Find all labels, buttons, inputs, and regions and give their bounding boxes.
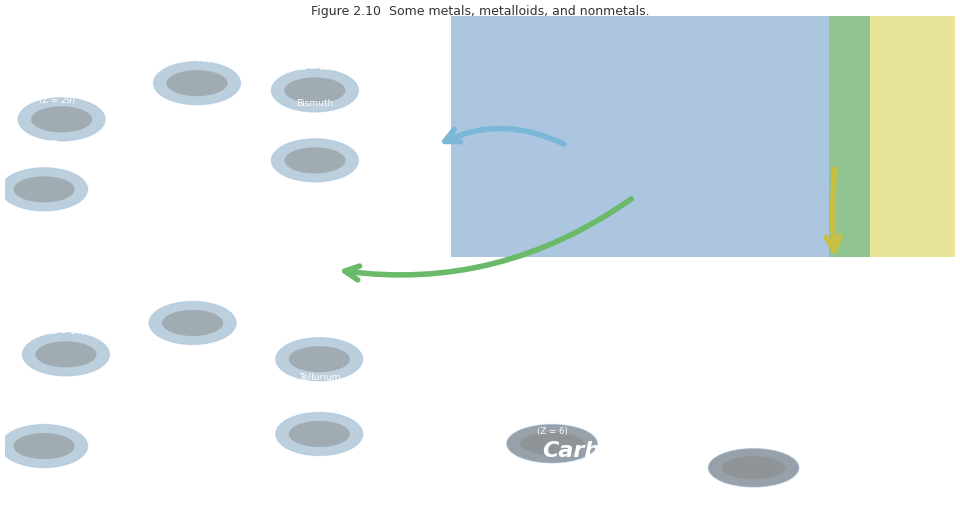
Text: (Z = 48): (Z = 48) (175, 56, 211, 64)
Ellipse shape (162, 310, 224, 336)
Bar (501, 197, 829, 257)
Ellipse shape (276, 337, 363, 381)
Ellipse shape (0, 425, 87, 468)
Bar (870, 76, 915, 136)
Ellipse shape (272, 139, 359, 182)
Text: Silicon: Silicon (18, 287, 107, 311)
Ellipse shape (289, 346, 349, 372)
Text: (Z = 83): (Z = 83) (297, 120, 333, 130)
Text: Bromine: Bromine (804, 272, 909, 292)
Text: (Z = 14): (Z = 14) (48, 326, 84, 336)
Bar (829, 76, 870, 136)
Bar (501, 16, 829, 136)
Ellipse shape (13, 433, 75, 459)
Ellipse shape (289, 421, 349, 447)
Text: Chromium: Chromium (18, 228, 155, 252)
Ellipse shape (284, 147, 346, 173)
Ellipse shape (36, 342, 97, 367)
Ellipse shape (166, 70, 228, 96)
Ellipse shape (0, 168, 87, 211)
Bar (915, 76, 955, 136)
Text: (Z = 82): (Z = 82) (297, 63, 333, 72)
Text: Bismuth: Bismuth (250, 228, 359, 252)
Text: Chlorine: Chlorine (624, 293, 661, 303)
Bar (829, 16, 870, 76)
Bar (870, 16, 955, 76)
Ellipse shape (708, 448, 799, 487)
Text: Iodine: Iodine (814, 351, 892, 372)
Text: Sulfur: Sulfur (589, 339, 615, 348)
Bar (451, 76, 501, 136)
Bar (829, 136, 870, 197)
Ellipse shape (722, 456, 785, 480)
Ellipse shape (31, 106, 92, 132)
Text: Copper: Copper (18, 23, 113, 47)
Text: Carbon: Carbon (536, 392, 568, 401)
Text: (Z = 17): (Z = 17) (625, 315, 660, 323)
Text: Arsenic: Arsenic (176, 272, 209, 281)
Text: (Z = 16): (Z = 16) (585, 360, 620, 370)
Text: Lead: Lead (304, 42, 325, 50)
Text: (graphite): (graphite) (531, 414, 573, 422)
Text: (Z = 24): (Z = 24) (17, 159, 54, 168)
Ellipse shape (149, 301, 236, 345)
Ellipse shape (22, 333, 109, 376)
Bar (451, 197, 501, 257)
Text: Antimony: Antimony (298, 306, 341, 315)
Text: (Z = 5): (Z = 5) (20, 406, 51, 415)
Text: (Z = 29): (Z = 29) (39, 97, 75, 105)
Text: (Z = 33): (Z = 33) (175, 293, 211, 302)
Text: Carbon
(graphite): Carbon (graphite) (541, 441, 669, 485)
Bar (915, 197, 955, 257)
Bar (501, 136, 829, 197)
Ellipse shape (507, 425, 597, 463)
Text: Copper: Copper (41, 75, 74, 85)
Text: Silicon: Silicon (51, 306, 81, 315)
Ellipse shape (520, 432, 584, 455)
Text: (Z = 6): (Z = 6) (537, 427, 567, 436)
Ellipse shape (18, 98, 106, 141)
Text: Bismuth: Bismuth (297, 100, 333, 108)
Text: Boron: Boron (18, 482, 97, 507)
Ellipse shape (154, 61, 241, 105)
Ellipse shape (276, 412, 363, 456)
Text: Bromine: Bromine (855, 293, 894, 303)
Text: Arsenic: Arsenic (154, 268, 228, 286)
Text: Figure 2.10  Some metals, metalloids, and nonmetals.: Figure 2.10 Some metals, metalloids, and… (311, 5, 649, 18)
Text: Iodine: Iodine (860, 363, 889, 373)
Ellipse shape (284, 77, 346, 103)
Text: Chromium: Chromium (12, 138, 59, 147)
Text: Tellurium: Tellurium (232, 482, 355, 507)
Text: (Z = 51): (Z = 51) (301, 326, 337, 336)
Bar (915, 136, 955, 197)
Text: Cadmium: Cadmium (154, 20, 277, 45)
Bar (870, 197, 915, 257)
Bar (451, 136, 501, 197)
Text: Cadmium: Cadmium (171, 34, 214, 43)
Text: Tellurium: Tellurium (299, 373, 340, 382)
Text: Lead: Lead (298, 20, 361, 45)
Text: Antimony: Antimony (232, 287, 360, 311)
Ellipse shape (272, 69, 359, 112)
Text: Boron: Boron (22, 385, 49, 394)
Ellipse shape (13, 176, 75, 202)
Bar (829, 197, 870, 257)
Text: Chlorine: Chlorine (572, 272, 677, 292)
Bar (451, 16, 501, 76)
Text: Sulfur: Sulfur (501, 320, 578, 340)
Bar (870, 136, 915, 197)
Text: (Z = 53): (Z = 53) (856, 385, 893, 393)
Text: (Z = 52): (Z = 52) (301, 394, 337, 403)
Text: (Z = 35): (Z = 35) (856, 315, 893, 323)
